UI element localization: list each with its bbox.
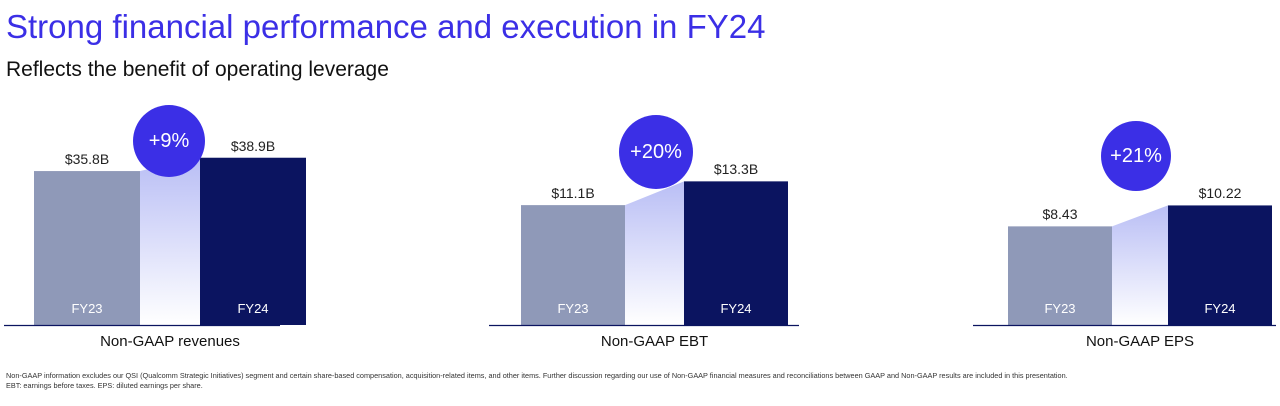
bar-fy24 <box>200 157 306 325</box>
growth-badge: +20% <box>619 115 693 189</box>
category-label-fy24: FY24 <box>1204 301 1236 316</box>
value-label-fy24: $38.9B <box>230 137 276 154</box>
growth-connector <box>1112 205 1168 325</box>
chart-panel-ebt: $11.1B FY23 $13.3B FY24 +20% Non-GAAP EBT <box>489 95 799 355</box>
category-label-fy24: FY24 <box>720 301 752 316</box>
footnote: Non-GAAP information excludes our QSI (Q… <box>6 371 1276 391</box>
growth-badge: +9% <box>133 105 205 177</box>
chart-panel-eps: $8.43 FY23 $10.22 FY24 +21% Non-GAAP EPS <box>973 95 1276 355</box>
chart-panel-revenues: $35.8B FY23 $38.9B FY24 +9% Non-GAAP revenues <box>4 95 306 355</box>
value-label-fy24: $10.22 <box>1198 185 1242 202</box>
growth-connector <box>625 181 684 325</box>
metric-label: Non-GAAP revenues <box>100 333 240 350</box>
bar-fy24 <box>1168 205 1272 325</box>
value-label-fy23: $11.1B <box>551 185 595 202</box>
page-title: Strong financial performance and executi… <box>6 8 766 45</box>
bar-fy23 <box>1008 226 1112 325</box>
category-label-fy24: FY24 <box>237 301 269 316</box>
bar-fy23 <box>521 205 625 325</box>
bar-fy24 <box>684 181 788 325</box>
category-label-fy23: FY23 <box>71 301 103 316</box>
page-subtitle: Reflects the benefit of operating levera… <box>6 58 389 81</box>
bar-fy23 <box>34 171 140 325</box>
value-label-fy24: $13.3B <box>713 161 759 178</box>
chart-svg <box>4 157 306 327</box>
value-label-fy23: $8.43 <box>1042 206 1078 223</box>
value-label-fy23: $35.8B <box>64 151 110 168</box>
chart-svg <box>973 205 1276 327</box>
metric-label: Non-GAAP EPS <box>1085 333 1195 350</box>
category-label-fy23: FY23 <box>1044 301 1076 316</box>
growth-badge: +21% <box>1101 121 1171 191</box>
chart-svg <box>489 181 799 327</box>
footnote-line-2: EBT: earnings before taxes. EPS: diluted… <box>6 381 203 390</box>
category-label-fy23: FY23 <box>557 301 589 316</box>
growth-connector <box>140 157 200 325</box>
footnote-line-1: Non-GAAP information excludes our QSI (Q… <box>6 371 1068 380</box>
metric-label: Non-GAAP EBT <box>600 333 709 350</box>
